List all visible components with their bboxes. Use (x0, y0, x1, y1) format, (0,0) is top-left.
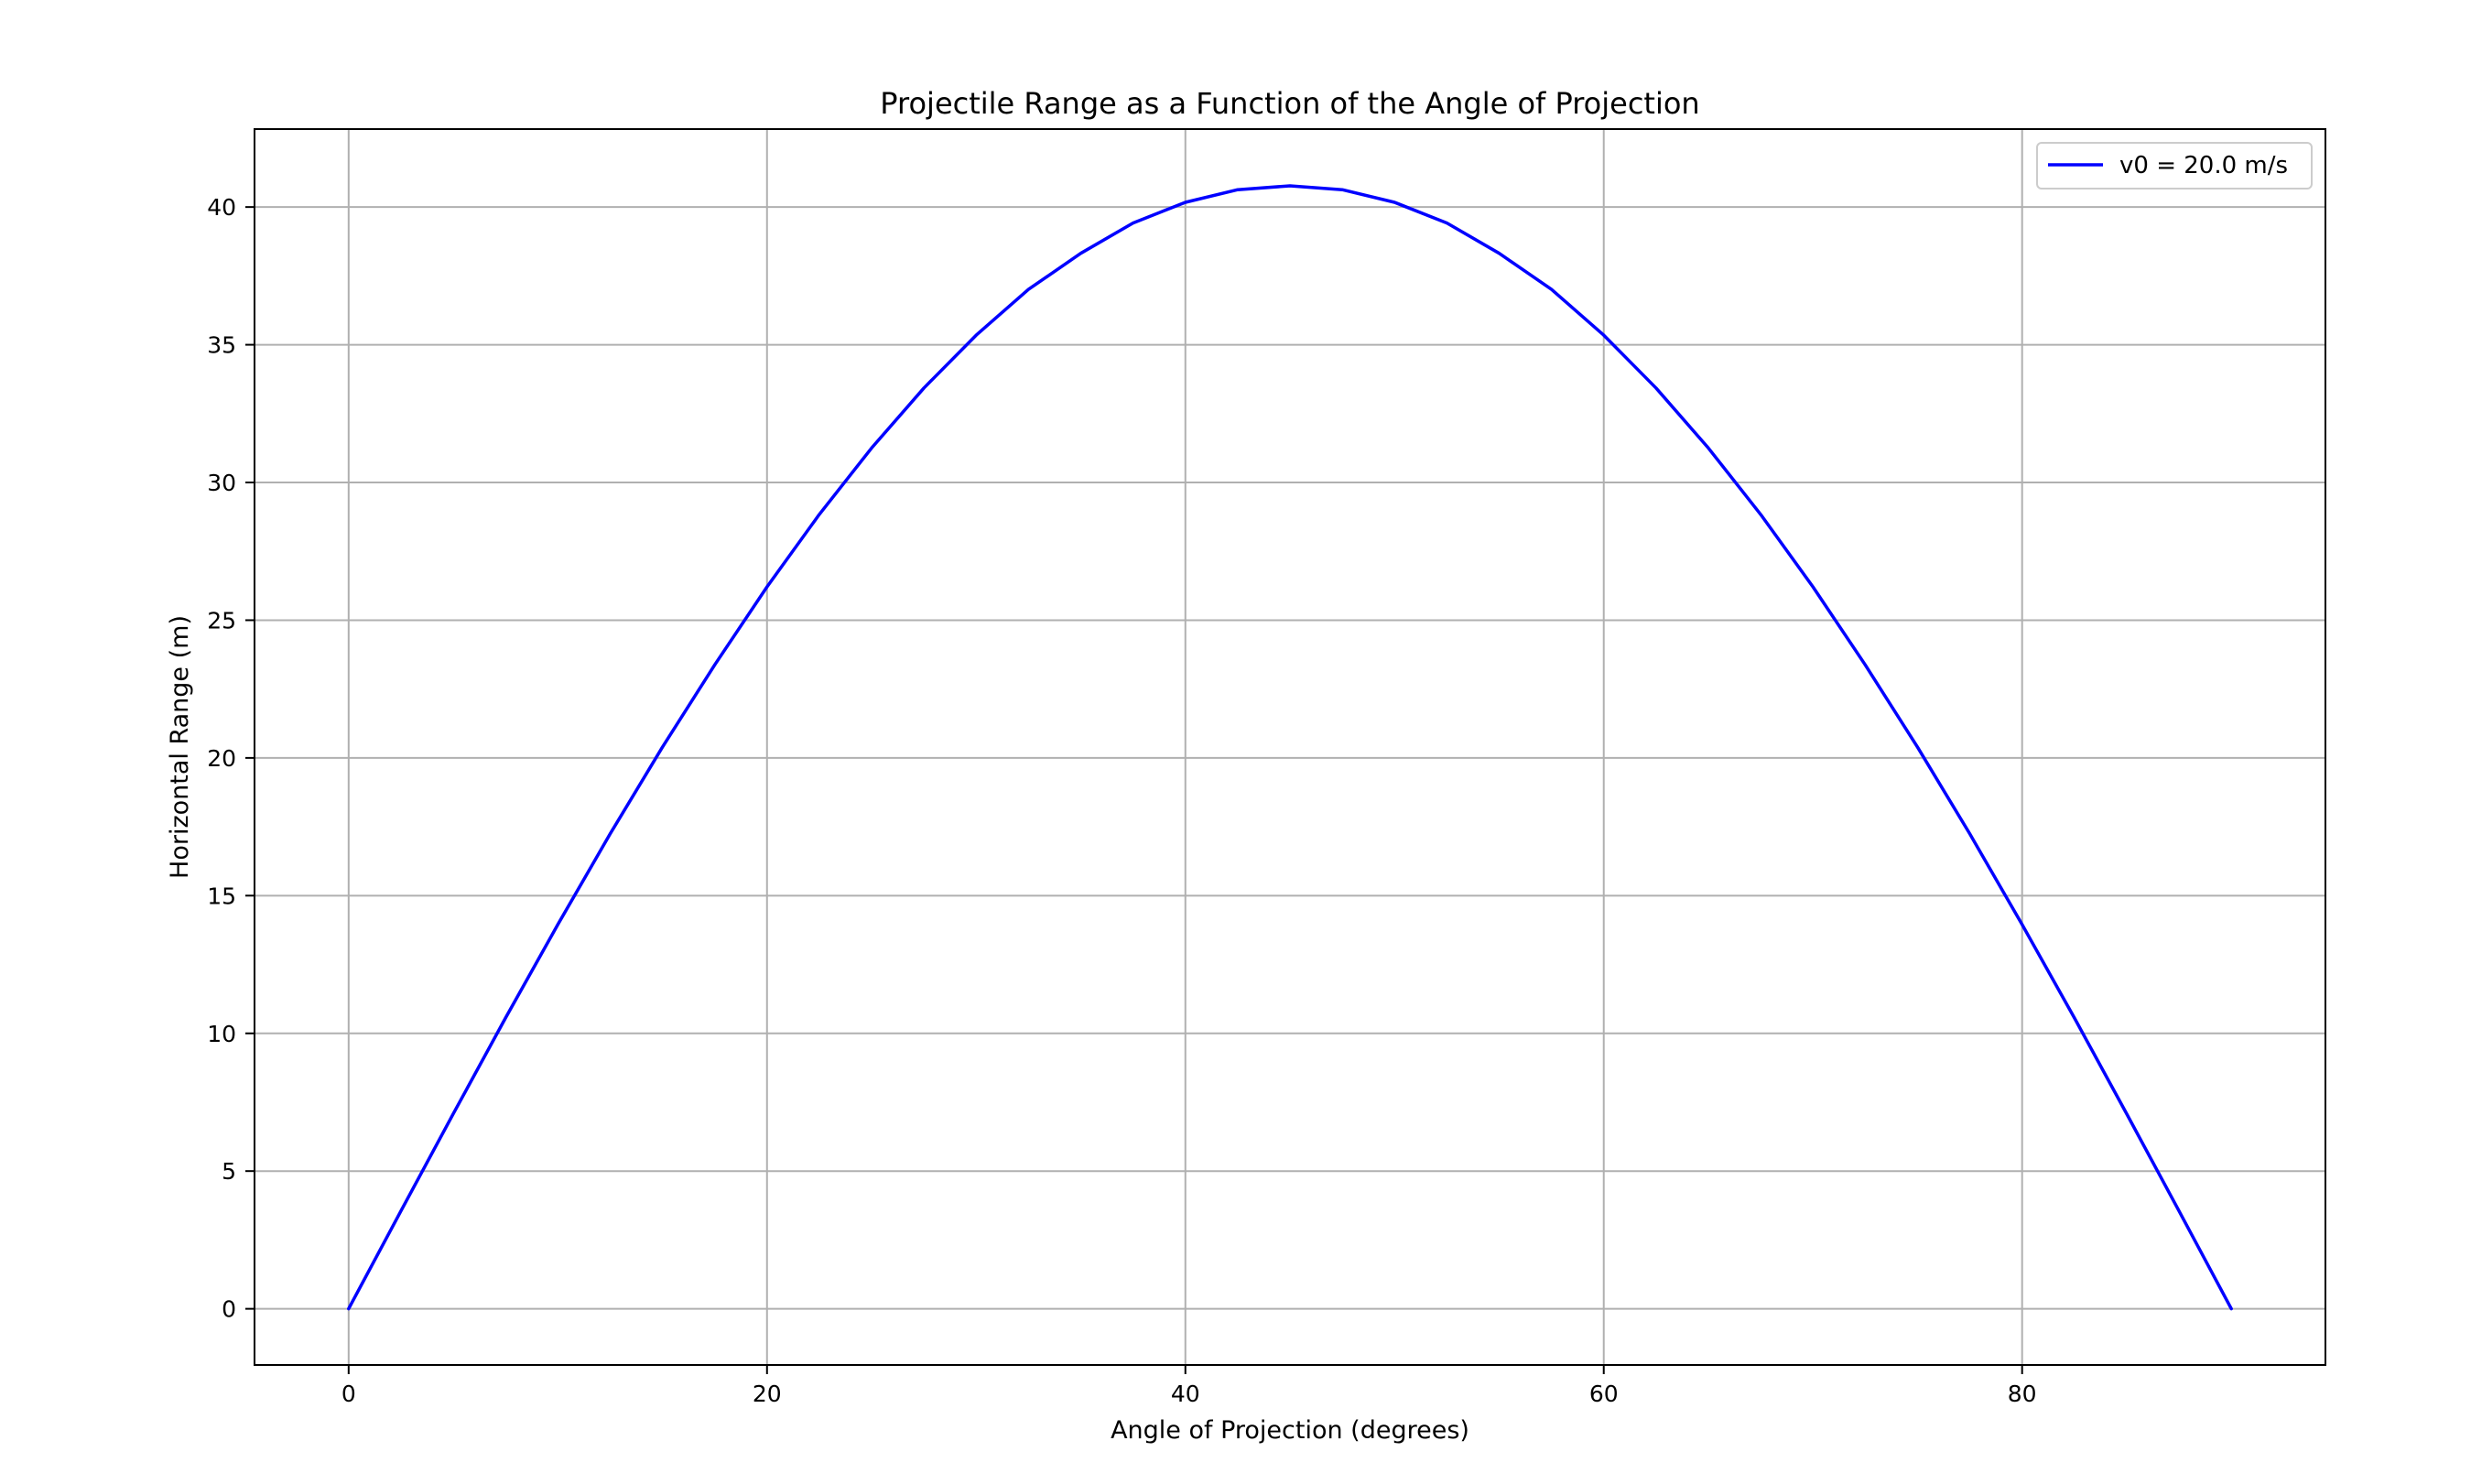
x-tick-label: 40 (1171, 1381, 1200, 1407)
x-tick-label: 20 (753, 1381, 782, 1407)
y-tick-label: 5 (222, 1158, 236, 1185)
y-axis-label: Horizontal Range (m) (166, 615, 194, 879)
series-line (347, 184, 2233, 1311)
legend-box (2036, 142, 2313, 190)
chart-title: Projectile Range as a Function of the An… (880, 86, 1699, 121)
legend: v0 = 20.0 m/s (2036, 142, 2313, 190)
x-axis: 0 20 40 60 80 (341, 1365, 2037, 1407)
x-tick-label: 60 (1589, 1381, 1619, 1407)
y-tick-label: 20 (207, 745, 236, 772)
y-axis: 0 5 10 15 20 25 30 35 40 (207, 194, 255, 1323)
plot-frame (254, 128, 2326, 1366)
y-tick-label: 15 (207, 883, 236, 909)
y-tick-label: 0 (222, 1296, 236, 1323)
x-tick-label: 0 (341, 1381, 356, 1407)
y-tick-label: 30 (207, 470, 236, 496)
grid (255, 129, 2325, 1365)
y-tick-label: 10 (207, 1021, 236, 1047)
y-tick-label: 35 (207, 332, 236, 359)
y-tick-label: 25 (207, 607, 236, 634)
series-layer (347, 184, 2233, 1311)
legend-label: v0 = 20.0 m/s (2119, 152, 2288, 179)
y-tick-label: 40 (207, 194, 236, 221)
x-axis-label: Angle of Projection (degrees) (1111, 1416, 1469, 1445)
x-tick-label: 80 (2008, 1381, 2037, 1407)
